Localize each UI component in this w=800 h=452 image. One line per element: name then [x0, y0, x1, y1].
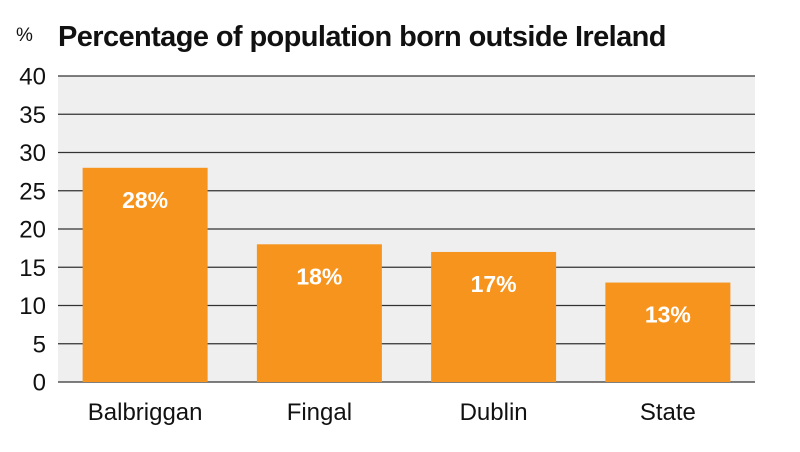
y-tick-label-30: 30: [19, 140, 46, 167]
value-label-balbriggan: 28%: [122, 187, 168, 213]
y-tick-label-5: 5: [33, 331, 46, 358]
y-tick-label-20: 20: [19, 217, 46, 244]
y-unit-label: %: [16, 25, 33, 46]
category-label-fingal: Fingal: [287, 399, 352, 426]
value-label-state: 13%: [645, 302, 691, 328]
chart-title: Percentage of population born outside Ir…: [58, 21, 666, 53]
y-tick-label-40: 40: [19, 64, 46, 91]
category-labels: Balbriggan Fingal Dublin State: [88, 399, 696, 426]
value-label-fingal: 18%: [296, 263, 342, 289]
y-axis-ticks: 0 5 10 15 20 25 30 35 40: [19, 64, 46, 397]
y-tick-label-0: 0: [33, 370, 46, 397]
bars: [82, 167, 731, 382]
value-label-dublin: 17%: [471, 271, 517, 297]
category-label-dublin: Dublin: [460, 399, 528, 426]
y-tick-label-10: 10: [19, 293, 46, 320]
y-tick-label-15: 15: [19, 255, 46, 282]
category-label-balbriggan: Balbriggan: [88, 399, 203, 426]
bar-balbriggan: [82, 167, 208, 382]
y-tick-label-35: 35: [19, 102, 46, 129]
y-tick-label-25: 25: [19, 178, 46, 205]
category-label-state: State: [640, 399, 696, 426]
bar-fingal: [256, 244, 382, 382]
bar-state: [605, 282, 731, 382]
value-labels: 28% 18% 17% 13%: [122, 187, 691, 328]
bar-dublin: [431, 251, 557, 382]
